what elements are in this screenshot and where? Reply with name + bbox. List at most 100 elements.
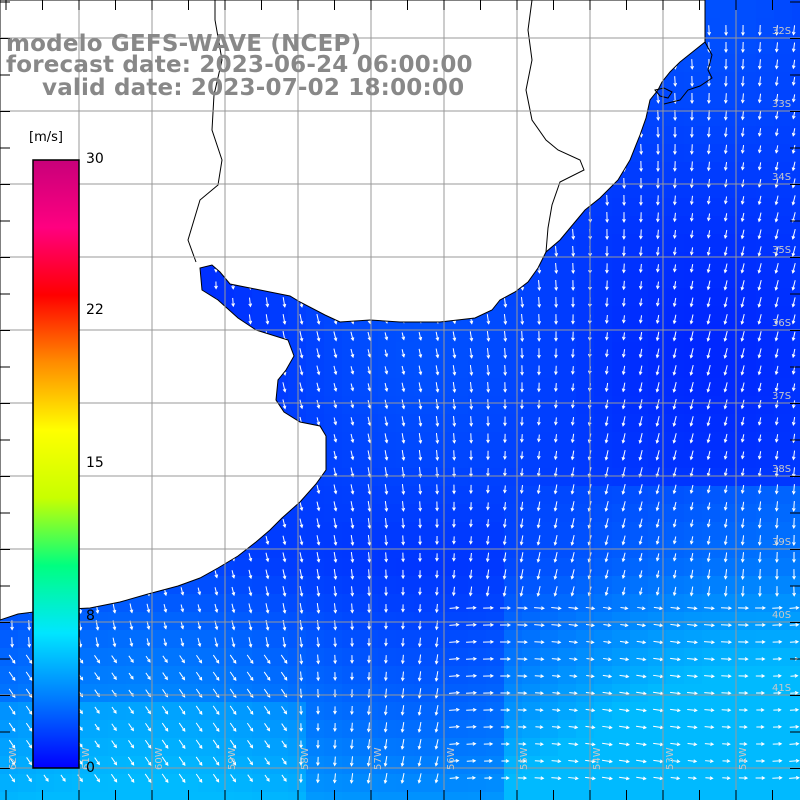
wind-cell	[612, 738, 631, 757]
wind-cell	[504, 504, 523, 523]
wind-cell	[702, 234, 721, 253]
wind-cell	[666, 198, 685, 217]
wind-cell	[594, 558, 613, 577]
wind-cell	[774, 144, 793, 163]
wind-cell	[612, 180, 631, 199]
wind-cell	[144, 666, 163, 685]
wind-cell	[0, 630, 19, 649]
wind-cell	[342, 594, 361, 613]
wind-cell	[648, 378, 667, 397]
wind-cell	[612, 414, 631, 433]
wind-cell	[738, 504, 757, 523]
wind-cell	[450, 504, 469, 523]
wind-cell	[558, 504, 577, 523]
wind-cell	[612, 630, 631, 649]
wind-cell	[180, 666, 199, 685]
wind-cell	[306, 666, 325, 685]
wind-cell	[666, 738, 685, 757]
wind-cell	[18, 612, 37, 631]
wind-cell	[684, 162, 703, 181]
wind-cell	[774, 720, 793, 739]
wind-cell	[180, 684, 199, 703]
wind-cell	[486, 486, 505, 505]
wind-cell	[756, 630, 775, 649]
wind-cell	[252, 702, 271, 721]
wind-cell	[414, 396, 433, 415]
wind-cell	[288, 774, 307, 793]
wind-cell	[666, 558, 685, 577]
wind-cell	[504, 432, 523, 451]
wind-cell	[774, 684, 793, 703]
wind-cell	[126, 774, 145, 793]
wind-cell	[612, 234, 631, 253]
wind-cell	[234, 558, 253, 577]
wind-cell	[288, 738, 307, 757]
wind-cell	[468, 720, 487, 739]
wind-cell	[612, 504, 631, 523]
wind-cell	[792, 576, 800, 595]
wind-cell	[198, 738, 217, 757]
wind-cell	[432, 558, 451, 577]
wind-cell	[612, 684, 631, 703]
wind-cell	[792, 396, 800, 415]
wind-cell	[450, 378, 469, 397]
wind-cell	[288, 702, 307, 721]
wind-cell	[576, 720, 595, 739]
wind-cell	[648, 558, 667, 577]
colorbar-tick-8: 8	[86, 608, 95, 624]
wind-cell	[342, 432, 361, 451]
wind-cell	[396, 756, 415, 775]
wind-cell	[576, 522, 595, 541]
wind-cell	[738, 432, 757, 451]
wind-cell	[432, 432, 451, 451]
wind-cell	[612, 612, 631, 631]
wind-cell	[702, 432, 721, 451]
wind-cell	[432, 324, 451, 343]
wind-cell	[324, 522, 343, 541]
wind-cell	[450, 324, 469, 343]
wind-cell	[594, 360, 613, 379]
wind-cell	[630, 594, 649, 613]
wind-cell	[630, 630, 649, 649]
wind-cell	[666, 612, 685, 631]
wind-cell	[756, 756, 775, 775]
wind-cell	[288, 522, 307, 541]
wind-cell	[504, 342, 523, 361]
wind-cell	[414, 684, 433, 703]
wind-cell	[486, 378, 505, 397]
lon-label: 62W	[8, 747, 19, 770]
wind-cell	[342, 468, 361, 487]
wind-cell	[360, 792, 379, 800]
wind-cell	[774, 342, 793, 361]
wind-cell	[432, 486, 451, 505]
wind-cell	[702, 162, 721, 181]
wind-cell	[738, 18, 757, 37]
wind-cell	[630, 270, 649, 289]
wind-cell	[540, 558, 559, 577]
wind-cell	[792, 630, 800, 649]
wind-cell	[432, 576, 451, 595]
wind-cell	[252, 576, 271, 595]
wind-cell	[576, 576, 595, 595]
wind-cell	[414, 360, 433, 379]
wind-cell	[666, 576, 685, 595]
wind-cell	[414, 576, 433, 595]
wind-cell	[774, 162, 793, 181]
wind-cell	[738, 414, 757, 433]
wind-cell	[576, 612, 595, 631]
wind-cell	[774, 450, 793, 469]
wind-cell	[612, 432, 631, 451]
wind-cell	[486, 504, 505, 523]
wind-cell	[540, 792, 559, 800]
lon-label: 59W	[227, 747, 238, 770]
wind-arrow	[741, 42, 745, 54]
wind-cell	[594, 342, 613, 361]
lon-label: 58W	[300, 747, 311, 770]
wind-cell	[198, 720, 217, 739]
wind-cell	[414, 432, 433, 451]
wind-cell	[0, 684, 19, 703]
lat-label: 40S	[772, 610, 791, 621]
wind-cell	[648, 234, 667, 253]
wind-cell	[252, 612, 271, 631]
